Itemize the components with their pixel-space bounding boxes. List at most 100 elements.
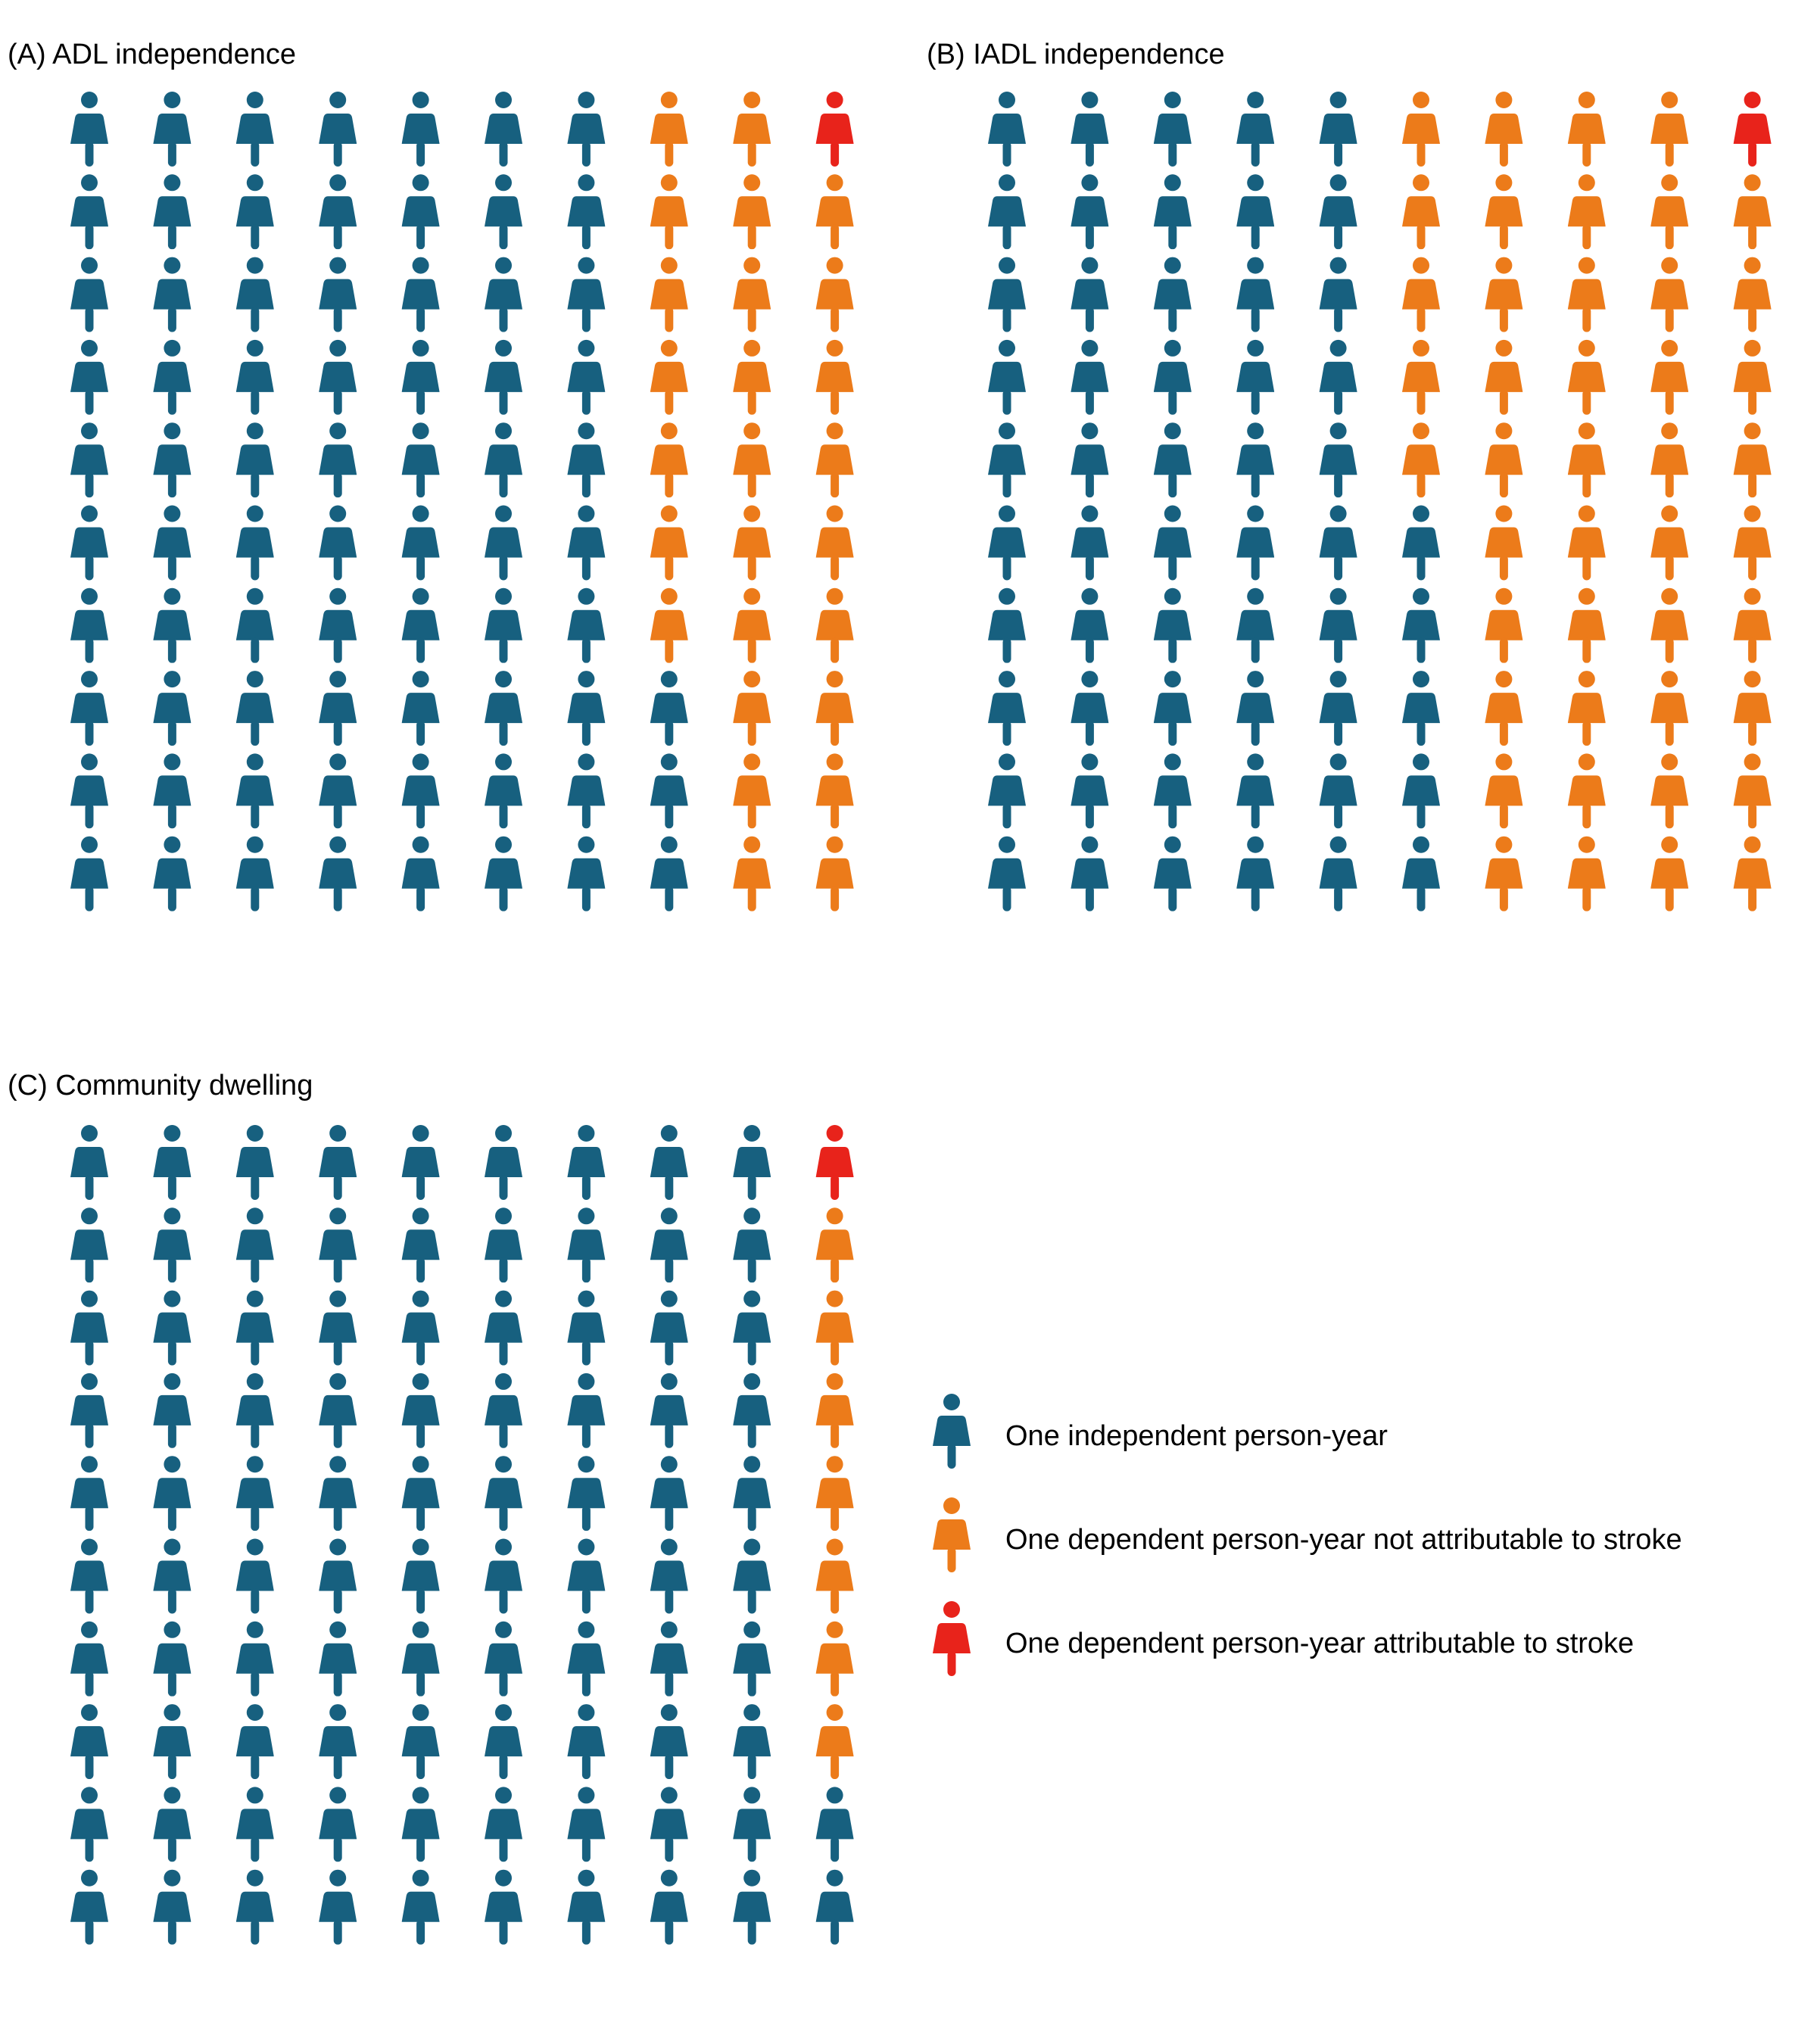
person-icon-dependent-not-stroke <box>815 1621 854 1697</box>
person-icon-independent <box>401 92 440 167</box>
person-icon-independent <box>235 1373 274 1448</box>
person-icon-independent <box>1236 587 1275 663</box>
person-icon-dependent-not-stroke <box>815 257 854 332</box>
person-icon-dependent-not-stroke <box>733 422 771 498</box>
person-icon-dependent-not-stroke <box>1402 174 1440 250</box>
person-icon-independent <box>567 753 606 829</box>
panel-c-grid <box>70 1125 854 1945</box>
legend-person-icon-independent <box>933 1394 971 1469</box>
person-icon-dependent-not-stroke <box>1485 339 1523 415</box>
person-icon-independent <box>319 505 357 581</box>
person-icon-independent <box>153 1373 192 1448</box>
person-icon-dependent-not-stroke <box>733 257 771 332</box>
person-icon-independent <box>1153 339 1192 415</box>
person-icon-independent <box>319 1373 357 1448</box>
person-icon-independent <box>70 1538 108 1614</box>
person-icon-independent <box>485 836 522 911</box>
person-icon-dependent-not-stroke <box>1567 836 1606 911</box>
person-icon-independent <box>567 1373 606 1448</box>
person-icon-independent <box>988 422 1026 498</box>
person-icon-dependent-not-stroke <box>1650 587 1689 663</box>
person-icon-independent <box>319 671 357 746</box>
person-icon-independent <box>70 753 108 829</box>
person-icon-independent <box>319 422 357 498</box>
person-icon-independent <box>153 1621 192 1697</box>
person-icon-independent <box>1319 671 1357 746</box>
person-icon-dependent-not-stroke <box>1650 753 1689 829</box>
person-icon-independent <box>153 1538 192 1614</box>
person-icon-independent <box>485 505 522 581</box>
person-icon-independent <box>988 587 1026 663</box>
person-icon-independent <box>815 1869 854 1945</box>
person-icon-independent <box>485 1869 522 1945</box>
person-icon-independent <box>153 753 192 829</box>
person-icon-independent <box>153 587 192 663</box>
panel-a: (A) ADL independence <box>8 39 854 911</box>
person-icon-independent <box>1319 587 1357 663</box>
panel-b: (B) IADL independence <box>927 39 1772 911</box>
person-icon-independent <box>567 505 606 581</box>
person-icon-independent <box>153 1787 192 1862</box>
person-icon-independent <box>567 1207 606 1283</box>
person-icon-independent <box>1319 339 1357 415</box>
person-icon-independent <box>650 753 688 829</box>
person-icon-dependent-not-stroke <box>1650 836 1689 911</box>
person-icon-independent <box>567 1621 606 1697</box>
person-icon-dependent-not-stroke <box>815 339 854 415</box>
person-icon-independent <box>319 1787 357 1862</box>
person-icon-independent <box>650 836 688 911</box>
person-icon-independent <box>401 1704 440 1780</box>
person-icon-independent <box>485 339 522 415</box>
person-icon-independent <box>153 1290 192 1366</box>
person-icon-dependent-not-stroke <box>733 339 771 415</box>
person-icon-dependent-not-stroke <box>1733 174 1772 250</box>
person-icon-independent <box>485 753 522 829</box>
person-icon-independent <box>153 505 192 581</box>
person-icon-dependent-stroke <box>815 92 854 167</box>
person-icon-independent <box>733 1787 771 1862</box>
person-icon-independent <box>1071 257 1109 332</box>
person-icon-independent <box>401 1538 440 1614</box>
person-icon-dependent-not-stroke <box>1485 505 1523 581</box>
panel-c: (C) Community dwelling <box>8 1070 854 1945</box>
person-icon-independent <box>319 257 357 332</box>
person-icon-dependent-not-stroke <box>1650 257 1689 332</box>
person-icon-dependent-not-stroke <box>1733 422 1772 498</box>
person-icon-independent <box>1153 92 1192 167</box>
person-icon-independent <box>650 1621 688 1697</box>
person-icon-independent <box>401 1787 440 1862</box>
person-icon-independent <box>319 836 357 911</box>
person-icon-independent <box>485 92 522 167</box>
person-icon-independent <box>567 92 606 167</box>
person-icon-independent <box>70 1290 108 1366</box>
person-icon-independent <box>153 1456 192 1531</box>
person-icon-independent <box>1319 836 1357 911</box>
person-icon-independent <box>319 1704 357 1780</box>
person-icon-independent <box>319 339 357 415</box>
person-icon-independent <box>70 339 108 415</box>
person-icon-independent <box>70 1869 108 1945</box>
person-icon-independent <box>235 174 274 250</box>
person-icon-independent <box>988 753 1026 829</box>
person-icon-independent <box>1071 174 1109 250</box>
person-icon-dependent-not-stroke <box>1485 753 1523 829</box>
person-icon-dependent-not-stroke <box>1650 174 1689 250</box>
person-icon-independent <box>235 1621 274 1697</box>
person-icon-independent <box>485 174 522 250</box>
person-icon-independent <box>1153 587 1192 663</box>
person-icon-independent <box>567 422 606 498</box>
person-icon-independent <box>567 1787 606 1862</box>
panel-a-grid <box>70 92 854 911</box>
person-icon-independent <box>1236 753 1275 829</box>
person-icon-independent <box>1236 174 1275 250</box>
person-icon-independent <box>1071 505 1109 581</box>
person-icon-independent <box>319 753 357 829</box>
person-icon-dependent-not-stroke <box>1485 174 1523 250</box>
person-icon-dependent-not-stroke <box>1733 671 1772 746</box>
legend-label-independent: One independent person-year <box>1005 1420 1388 1452</box>
person-icon-independent <box>1319 422 1357 498</box>
person-icon-independent <box>1236 92 1275 167</box>
person-icon-independent <box>70 422 108 498</box>
person-icon-independent <box>235 1787 274 1862</box>
